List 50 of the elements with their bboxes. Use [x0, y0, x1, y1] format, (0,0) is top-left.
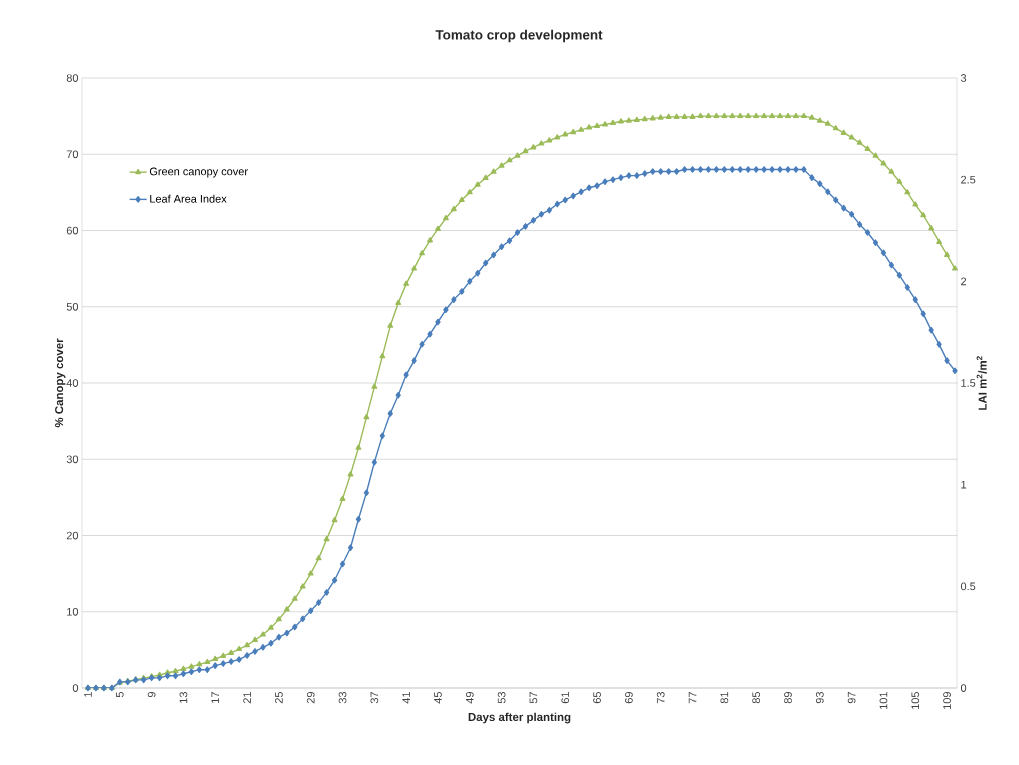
- x-tick-label: 37: [370, 692, 379, 704]
- y-tick-label: 50: [66, 302, 79, 311]
- x-tick-label: 97: [847, 692, 856, 704]
- y-tick-label: 30: [66, 455, 79, 464]
- x-tick-label: 53: [497, 692, 506, 704]
- y2-tick-label: 0: [960, 684, 967, 692]
- x-tick-label: 61: [561, 692, 570, 704]
- x-tick-label: 69: [625, 692, 633, 704]
- y-axis-title: % Canopy cover: [55, 338, 66, 428]
- chart-title: Tomato crop development: [435, 29, 603, 43]
- y-tick-label: 80: [66, 74, 79, 82]
- y2-tick-label: 1.5: [961, 379, 976, 387]
- x-tick-label: 89: [784, 692, 792, 704]
- x-tick-label: 109: [943, 692, 951, 709]
- legend-label: Green canopy cover: [149, 167, 248, 178]
- x-tick-label: 73: [656, 692, 665, 704]
- y-tick-label: 10: [67, 607, 79, 616]
- y-tick-label: 0: [72, 684, 79, 692]
- x-tick-label: 105: [911, 691, 920, 709]
- x-tick-label: 17: [211, 692, 220, 703]
- x-tick-label: 5: [115, 691, 124, 698]
- x-tick-label: 33: [338, 692, 347, 704]
- x-tick-label: 85: [752, 691, 761, 704]
- y2-tick-label: 0.5: [960, 582, 976, 591]
- y2-tick-label: 2: [961, 277, 967, 286]
- y2-tick-label: 3: [960, 74, 967, 82]
- x-tick-label: 13: [179, 692, 188, 703]
- x-tick-label: 1: [84, 692, 92, 697]
- x-tick-label: 21: [243, 692, 251, 704]
- y-tick-label: 40: [66, 379, 79, 387]
- x-axis-title: Days after planting: [468, 712, 571, 724]
- y2-axis-title: LAI m$^{2}$/m$^{2}$: [976, 356, 987, 410]
- x-tick-label: 25: [275, 691, 283, 704]
- x-tick-label: 101: [879, 692, 888, 709]
- x-tick-label: 65: [593, 691, 601, 704]
- legend-label: Leaf Area Index: [150, 194, 227, 203]
- x-tick-label: 29: [306, 692, 315, 704]
- x-tick-label: 45: [434, 691, 442, 704]
- x-tick-label: 49: [465, 692, 474, 704]
- y2-tick-label: 2.5: [961, 175, 976, 184]
- x-tick-label: 41: [402, 692, 410, 704]
- y-tick-label: 20: [66, 531, 79, 540]
- y-tick-label: 70: [66, 150, 79, 159]
- x-tick-label: 77: [688, 692, 697, 704]
- x-tick-label: 9: [147, 692, 156, 698]
- y2-tick-label: 1: [961, 480, 967, 489]
- x-tick-label: 57: [529, 692, 538, 704]
- x-tick-label: 93: [815, 692, 824, 704]
- y-tick-label: 60: [66, 226, 79, 235]
- x-tick-label: 81: [720, 692, 729, 704]
